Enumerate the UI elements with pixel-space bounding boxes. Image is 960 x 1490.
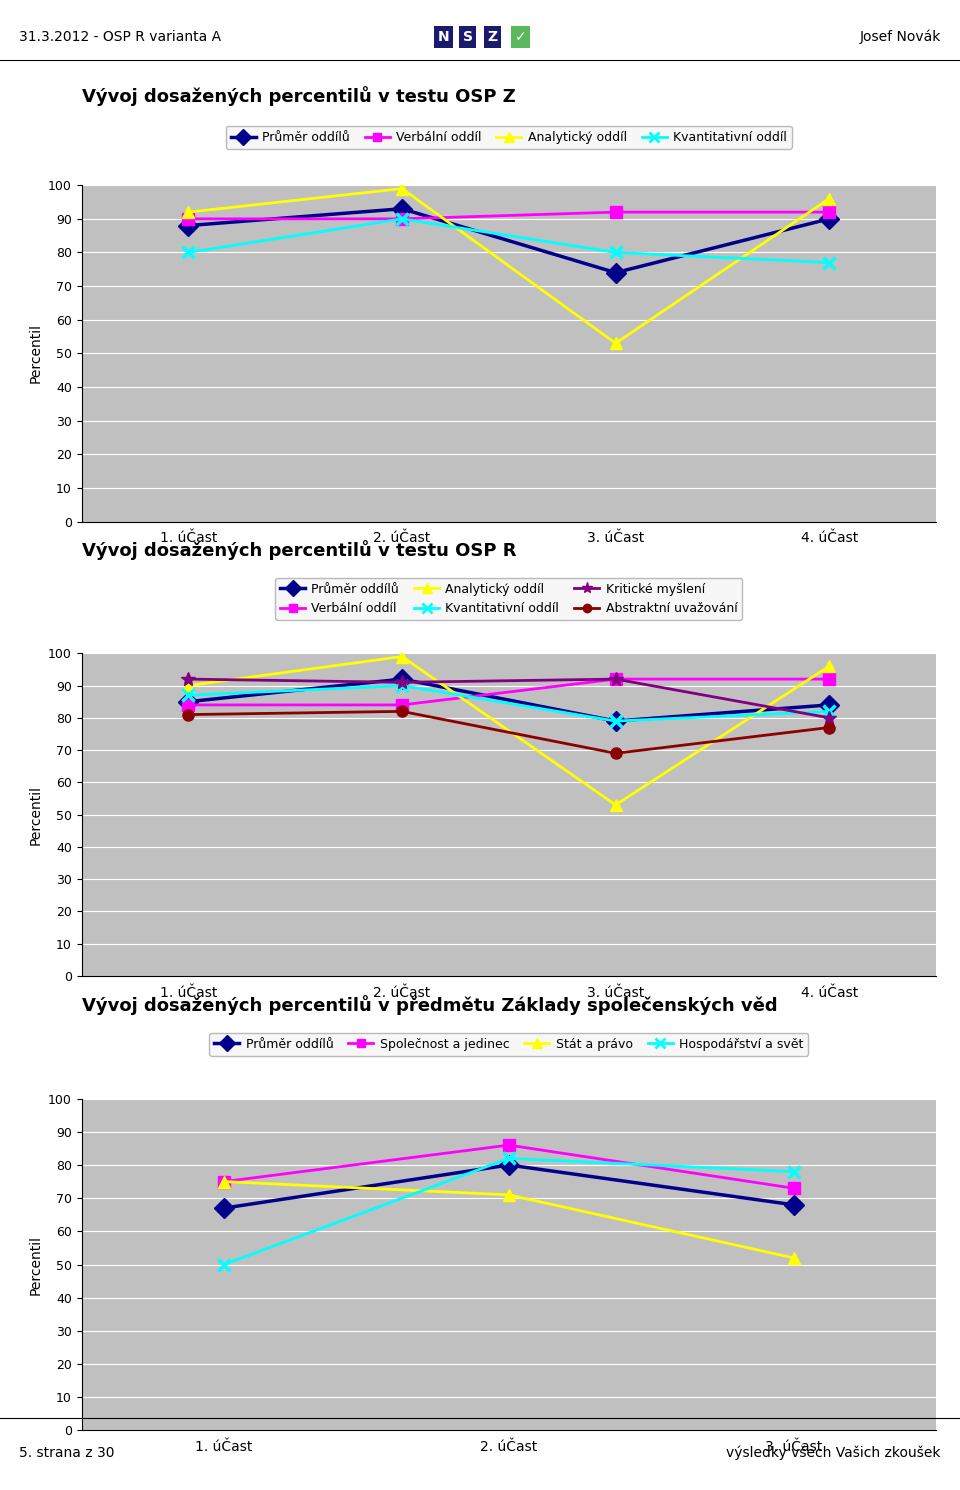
Kritické myšlení <box>610 670 621 688</box>
Kvantitativní oddíl <box>824 702 835 720</box>
Průměr oddílů <box>396 200 408 218</box>
Verbální oddíl <box>182 210 194 228</box>
Kvantitativní oddíl <box>396 676 408 694</box>
Průměr oddílů <box>182 216 194 234</box>
Legend: Průměr oddílů, Společnost a jedinec, Stát a právo, Hospodářství a svět: Průměr oddílů, Společnost a jedinec, Stá… <box>209 1033 808 1055</box>
Verbální oddíl <box>610 203 621 221</box>
Line: Kritické myšlení: Kritické myšlení <box>181 672 836 724</box>
Y-axis label: Percentil: Percentil <box>29 785 42 845</box>
Průměr oddílů <box>610 712 621 730</box>
Verbální oddíl <box>396 696 408 714</box>
Analytický oddíl <box>610 334 621 352</box>
Stát a právo <box>218 1173 229 1191</box>
Průměr oddílů <box>218 1199 229 1217</box>
Line: Verbální oddíl: Verbální oddíl <box>182 673 835 711</box>
Analytický oddíl <box>824 189 835 207</box>
Průměr oddílů <box>503 1156 515 1174</box>
Analytický oddíl <box>396 180 408 198</box>
Průměr oddílů <box>610 264 621 282</box>
Společnost a jedinec <box>503 1137 515 1155</box>
Kvantitativní oddíl <box>182 243 194 261</box>
Text: Z: Z <box>488 30 497 45</box>
Společnost a jedinec <box>218 1173 229 1191</box>
Text: Vývoj dosažených percentilů v předmětu Základy společenských věd: Vývoj dosažených percentilů v předmětu Z… <box>82 995 778 1015</box>
Průměr oddílů <box>824 696 835 714</box>
Kvantitativní oddíl <box>182 687 194 705</box>
Stát a právo <box>788 1249 800 1266</box>
Hospodářství a svět <box>503 1149 515 1167</box>
Analytický oddíl <box>610 796 621 814</box>
Abstraktní uvažování <box>824 718 835 736</box>
Line: Kvantitativní oddíl: Kvantitativní oddíl <box>182 213 835 268</box>
Kvantitativní oddíl <box>610 712 621 730</box>
Společnost a jedinec <box>788 1179 800 1196</box>
Analytický oddíl <box>182 203 194 221</box>
Line: Hospodářství a svět: Hospodářství a svět <box>218 1152 800 1271</box>
Analytický oddíl <box>396 648 408 666</box>
Line: Analytický oddíl: Analytický oddíl <box>182 650 835 811</box>
Analytický oddíl <box>182 676 194 694</box>
Text: 31.3.2012 - OSP R varianta A: 31.3.2012 - OSP R varianta A <box>19 30 222 45</box>
Text: ✓: ✓ <box>515 30 526 45</box>
Line: Průměr oddílů: Průměr oddílů <box>181 201 836 280</box>
Abstraktní uvažování <box>182 706 194 724</box>
Text: Vývoj dosažených percentilů v testu OSP Z: Vývoj dosažených percentilů v testu OSP … <box>82 86 516 106</box>
Verbální oddíl <box>610 670 621 688</box>
Y-axis label: Percentil: Percentil <box>29 323 42 383</box>
Kvantitativní oddíl <box>396 210 408 228</box>
Hospodářství a svět <box>788 1162 800 1180</box>
Line: Společnost a jedinec: Společnost a jedinec <box>219 1140 799 1193</box>
Kritické myšlení <box>182 670 194 688</box>
Kritické myšlení <box>824 709 835 727</box>
Line: Analytický oddíl: Analytický oddíl <box>182 182 835 350</box>
Line: Průměr oddílů: Průměr oddílů <box>217 1158 801 1214</box>
Abstraktní uvažování <box>610 745 621 763</box>
Legend: Průměr oddílů, Verbální oddíl, Analytický oddíl, Kvantitativní oddíl, Kritické m: Průměr oddílů, Verbální oddíl, Analytick… <box>276 578 742 620</box>
Průměr oddílů <box>788 1196 800 1214</box>
Kritické myšlení <box>396 673 408 691</box>
Průměr oddílů <box>824 210 835 228</box>
Text: N: N <box>438 30 449 45</box>
Průměr oddílů <box>182 693 194 711</box>
Hospodářství a svět <box>218 1256 229 1274</box>
Text: Vývoj dosažených percentilů v testu OSP R: Vývoj dosažených percentilů v testu OSP … <box>82 541 516 560</box>
Verbální oddíl <box>824 203 835 221</box>
Verbální oddíl <box>182 696 194 714</box>
Kvantitativní oddíl <box>824 253 835 271</box>
Průměr oddílů <box>396 670 408 688</box>
Verbální oddíl <box>396 210 408 228</box>
Verbální oddíl <box>824 670 835 688</box>
Text: 5. strana z 30: 5. strana z 30 <box>19 1445 114 1460</box>
Line: Stát a právo: Stát a právo <box>218 1176 800 1264</box>
Line: Kvantitativní oddíl: Kvantitativní oddíl <box>182 679 835 727</box>
Stát a právo <box>503 1186 515 1204</box>
Line: Abstraktní uvažování: Abstraktní uvažování <box>182 706 835 758</box>
Analytický oddíl <box>824 657 835 675</box>
Text: Josef Novák: Josef Novák <box>859 30 941 45</box>
Line: Průměr oddílů: Průměr oddílů <box>181 672 836 729</box>
Legend: Průměr oddílů, Verbální oddíl, Analytický oddíl, Kvantitativní oddíl: Průměr oddílů, Verbální oddíl, Analytick… <box>226 127 792 149</box>
Abstraktní uvažování <box>396 702 408 720</box>
Text: výsledky všech Vašich zkoušek: výsledky všech Vašich zkoušek <box>727 1445 941 1460</box>
Line: Verbální oddíl: Verbální oddíl <box>182 207 835 225</box>
Text: S: S <box>463 30 472 45</box>
Y-axis label: Percentil: Percentil <box>29 1235 42 1295</box>
Kvantitativní oddíl <box>610 243 621 261</box>
